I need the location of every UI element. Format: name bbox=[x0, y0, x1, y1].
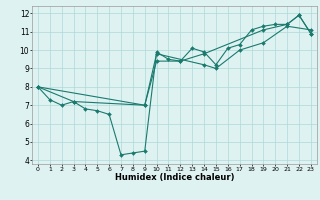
X-axis label: Humidex (Indice chaleur): Humidex (Indice chaleur) bbox=[115, 173, 234, 182]
